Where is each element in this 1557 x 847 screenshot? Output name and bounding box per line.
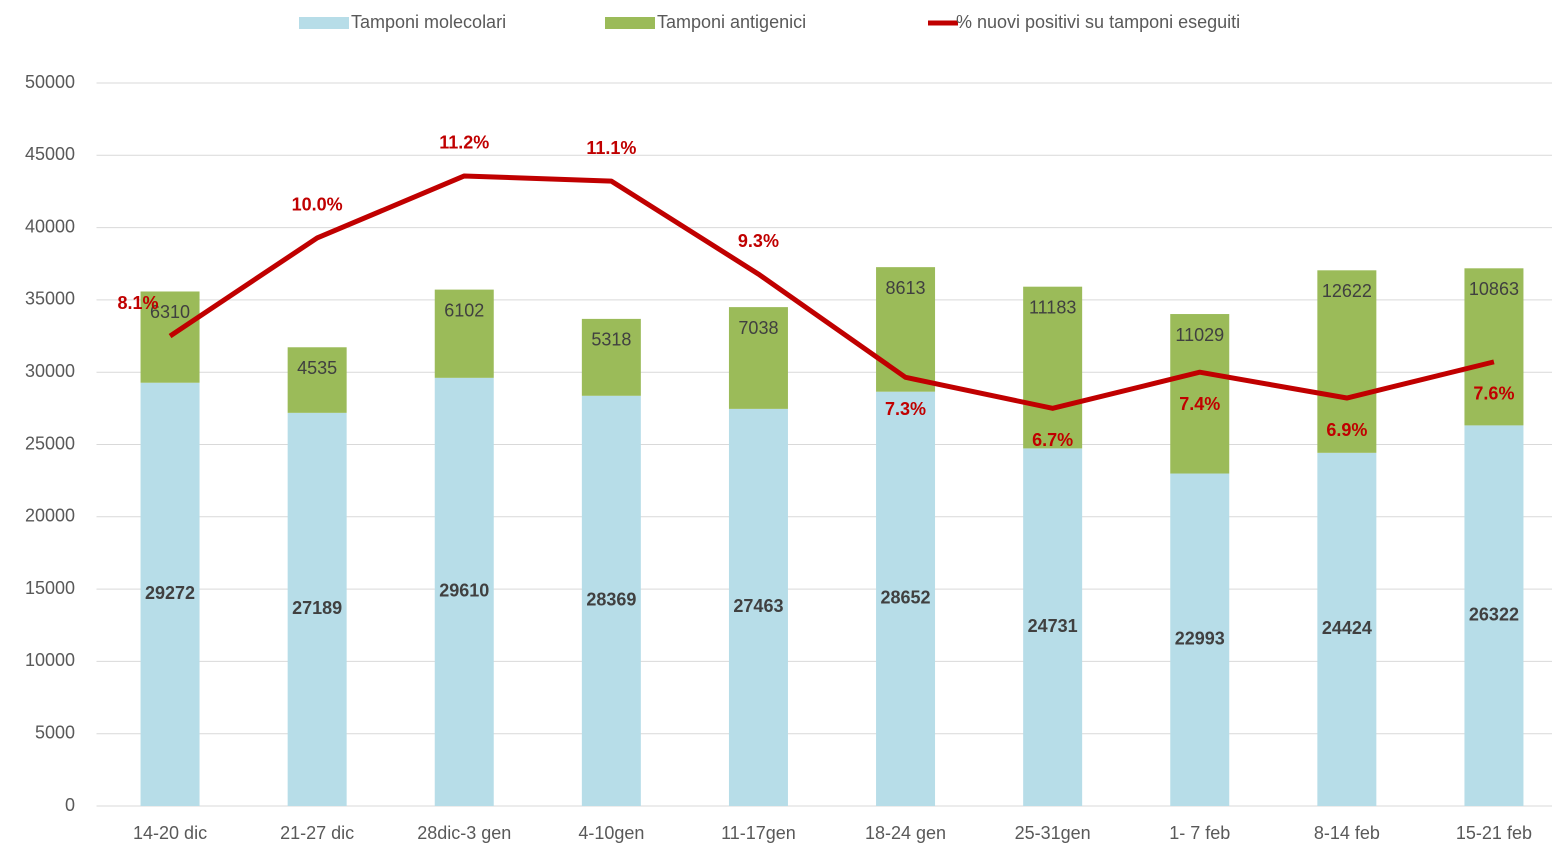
legend-swatch bbox=[605, 17, 655, 29]
bar-segment bbox=[1170, 473, 1230, 806]
bar-segment bbox=[1170, 314, 1230, 474]
y-tick-label: 50000 bbox=[25, 72, 75, 92]
data-label: 7.4% bbox=[1179, 394, 1220, 414]
data-label: 10.0% bbox=[292, 195, 343, 215]
x-tick-label: 18-24 gen bbox=[865, 823, 946, 843]
y-tick-label: 25000 bbox=[25, 433, 75, 453]
data-label: 7.6% bbox=[1473, 384, 1514, 404]
data-label: 9.3% bbox=[738, 231, 779, 251]
y-tick-label: 5000 bbox=[35, 722, 75, 742]
x-tick-label: 1- 7 feb bbox=[1169, 823, 1230, 843]
x-tick-label: 8-14 feb bbox=[1314, 823, 1380, 843]
x-tick-label: 28dic-3 gen bbox=[417, 823, 511, 843]
bar-segment bbox=[876, 391, 936, 806]
data-label: 7.3% bbox=[885, 399, 926, 419]
data-label: 29610 bbox=[439, 581, 489, 601]
legend-swatch bbox=[299, 17, 349, 29]
bar-segment bbox=[1023, 448, 1083, 806]
data-label: 5318 bbox=[591, 330, 631, 350]
legend-label: Tamponi molecolari bbox=[351, 12, 506, 32]
data-label: 10863 bbox=[1469, 279, 1519, 299]
bar-segment bbox=[1023, 286, 1083, 449]
bar-segment bbox=[287, 347, 347, 413]
x-tick-label: 11-17gen bbox=[721, 823, 796, 843]
data-label: 7038 bbox=[738, 318, 778, 338]
y-tick-label: 45000 bbox=[25, 144, 75, 164]
data-label: 4535 bbox=[297, 358, 337, 378]
data-label: 29272 bbox=[145, 583, 195, 603]
bar-segment bbox=[434, 289, 494, 378]
data-label: 26322 bbox=[1469, 604, 1519, 624]
data-label: 27463 bbox=[733, 596, 783, 616]
bar-segment bbox=[1317, 270, 1377, 453]
data-label: 6.9% bbox=[1326, 420, 1367, 440]
bar-segment bbox=[876, 267, 936, 392]
data-label: 11183 bbox=[1029, 297, 1076, 317]
data-label: 28652 bbox=[881, 588, 931, 608]
y-tick-label: 10000 bbox=[25, 650, 75, 670]
data-label: 6310 bbox=[150, 302, 190, 322]
bar-segment bbox=[434, 377, 494, 806]
data-label: 11.2% bbox=[439, 133, 489, 153]
data-label: 28369 bbox=[586, 590, 636, 610]
data-label: 22993 bbox=[1175, 629, 1225, 649]
x-tick-label: 4-10gen bbox=[578, 823, 644, 843]
y-tick-label: 35000 bbox=[25, 289, 75, 309]
x-tick-label: 14-20 dic bbox=[133, 823, 207, 843]
bar-segment bbox=[581, 318, 641, 396]
bar-segment bbox=[287, 412, 347, 806]
x-tick-label: 25-31gen bbox=[1015, 823, 1091, 843]
y-tick-label: 15000 bbox=[25, 578, 75, 598]
legend-label: % nuovi positivi su tamponi eseguiti bbox=[956, 12, 1240, 32]
x-tick-label: 21-27 dic bbox=[280, 823, 354, 843]
data-label: 11.1% bbox=[586, 138, 636, 158]
bar-segment bbox=[1464, 268, 1524, 426]
data-label: 12622 bbox=[1322, 281, 1372, 301]
data-label: 24424 bbox=[1322, 618, 1372, 638]
bar-segment bbox=[728, 408, 788, 806]
x-tick-label: 15-21 feb bbox=[1456, 823, 1532, 843]
bar-segment bbox=[140, 291, 200, 383]
data-label: 8.1% bbox=[118, 293, 159, 313]
data-label: 11029 bbox=[1175, 325, 1224, 345]
bar-segment bbox=[728, 307, 788, 409]
y-tick-label: 30000 bbox=[25, 361, 75, 381]
data-label: 24731 bbox=[1028, 616, 1078, 636]
legend-label: Tamponi antigenici bbox=[657, 12, 806, 32]
y-tick-label: 40000 bbox=[25, 216, 75, 236]
data-label: 8613 bbox=[886, 278, 926, 298]
line bbox=[168, 173, 1495, 411]
y-tick-label: 0 bbox=[65, 795, 75, 815]
data-label: 6102 bbox=[444, 300, 484, 320]
bar-segment bbox=[581, 395, 641, 806]
bar-segment bbox=[1464, 425, 1524, 806]
data-label: 27189 bbox=[292, 598, 342, 618]
y-tick-label: 20000 bbox=[25, 506, 75, 526]
bar-segment bbox=[140, 382, 200, 806]
data-label: 6.7% bbox=[1032, 430, 1073, 450]
bar-segment bbox=[1317, 452, 1377, 806]
